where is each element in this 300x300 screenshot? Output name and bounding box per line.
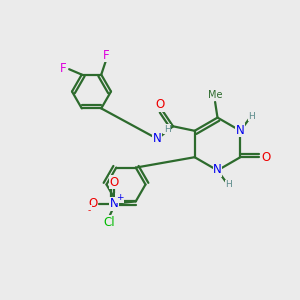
- Text: N: N: [236, 124, 245, 137]
- Text: H: H: [248, 112, 255, 121]
- Text: F: F: [102, 49, 109, 62]
- Text: N: N: [153, 132, 162, 145]
- Text: +: +: [116, 193, 123, 202]
- Text: -: -: [88, 206, 91, 215]
- Text: N: N: [213, 163, 222, 176]
- Text: H: H: [226, 180, 232, 189]
- Text: O: O: [155, 98, 165, 111]
- Text: O: O: [261, 151, 271, 164]
- Text: N: N: [110, 197, 118, 210]
- Text: Me: Me: [208, 90, 222, 100]
- Text: Cl: Cl: [104, 216, 116, 229]
- Text: O: O: [88, 197, 97, 210]
- Text: O: O: [110, 176, 119, 189]
- Text: F: F: [60, 61, 67, 74]
- Text: H: H: [164, 125, 170, 134]
